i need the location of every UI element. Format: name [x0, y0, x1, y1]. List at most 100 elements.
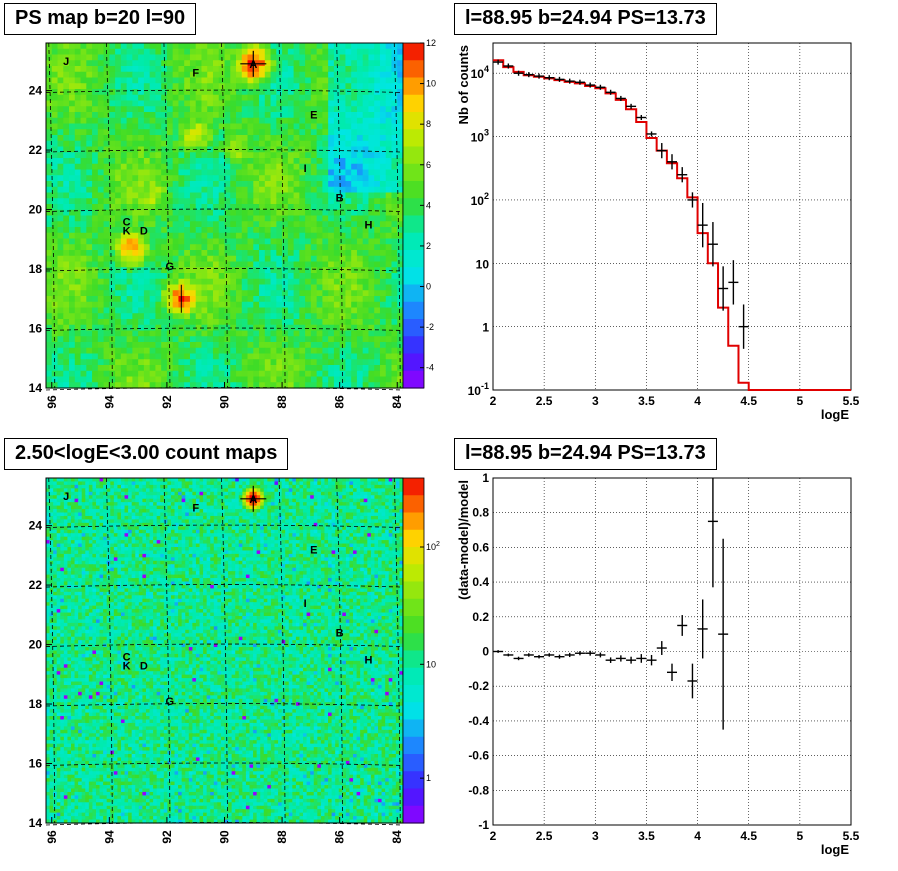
- x-tick-label: 88: [275, 830, 289, 844]
- y-tick-label: 1: [482, 321, 489, 335]
- x-tick-label: 92: [160, 395, 174, 409]
- data-point: [513, 70, 524, 76]
- x-axis-label: logE: [821, 407, 849, 422]
- residual-point: [605, 657, 616, 663]
- y-tick-label: 24: [29, 84, 43, 98]
- y-tick-label: -0.2: [468, 679, 489, 693]
- colorbar-tick: 6: [426, 160, 431, 170]
- ps-map: 96949290888684141618202224AFJEIBHCKDG121…: [29, 38, 436, 409]
- residual-point: [534, 654, 545, 659]
- x-tick-label: 90: [218, 830, 232, 844]
- source-label-E: E: [310, 109, 317, 121]
- colorbar-tick: 1: [426, 773, 431, 783]
- y-tick-label: 0.2: [472, 610, 489, 624]
- residual-point: [687, 663, 698, 699]
- residual-point: [493, 650, 504, 653]
- source-label-D: D: [140, 225, 148, 237]
- source-label-C: C: [123, 651, 131, 663]
- y-axis-label: Nb of counts: [456, 45, 471, 124]
- source-label-B: B: [336, 193, 344, 205]
- data-point: [523, 72, 534, 78]
- data-point: [738, 304, 749, 349]
- x-tick-label: 86: [333, 830, 347, 844]
- x-tick-label: 94: [102, 395, 116, 409]
- y-tick-label: -1: [478, 818, 489, 832]
- residual-title: l=88.95 b=24.94 PS=13.73: [454, 438, 717, 470]
- grid-lines: [492, 43, 852, 391]
- data-point: [574, 79, 585, 85]
- x-tick-label: 84: [390, 830, 404, 844]
- y-tick-label: 0.4: [472, 575, 489, 589]
- residual-point: [564, 652, 575, 658]
- x-tick-label: 3.5: [638, 829, 655, 843]
- source-label-E: E: [310, 544, 317, 556]
- data-point: [667, 154, 677, 170]
- residual-point: [718, 538, 729, 730]
- y-tick-label: -0.6: [468, 749, 489, 763]
- x-tick-label: 96: [45, 830, 59, 844]
- plot-frame: [492, 42, 852, 391]
- data-point: [585, 82, 596, 88]
- ps-map-title: PS map b=20 l=90: [4, 3, 197, 35]
- colorbar: 12 10 8 6 4 2 0 -2 -4: [402, 38, 436, 389]
- y-tick-label: 20: [29, 203, 43, 217]
- data-point: [615, 95, 626, 101]
- data-point: [626, 103, 637, 109]
- x-tick-label: 3: [592, 829, 599, 843]
- data-point: [534, 73, 545, 79]
- y-tick-label: 103: [471, 128, 489, 145]
- data-point: [564, 78, 575, 84]
- x-tick-label: 4: [694, 829, 701, 843]
- colorbar-tick: 0: [426, 282, 431, 292]
- data-point: [677, 167, 688, 183]
- residual-point: [585, 650, 596, 656]
- colorbar-tick: 4: [426, 200, 431, 210]
- x-tick-label: 2: [490, 829, 497, 843]
- colorbar-tick: 10: [426, 79, 436, 89]
- source-label-I: I: [304, 598, 307, 610]
- y-tick-label: 18: [29, 697, 43, 711]
- residual-point: [554, 654, 565, 659]
- y-tick-label: 24: [29, 519, 43, 533]
- y-tick-label: 1: [482, 471, 489, 485]
- y-tick-label: 0.6: [472, 540, 489, 554]
- source-label-B: B: [336, 628, 344, 640]
- spectrum-title: l=88.95 b=24.94 PS=13.73: [454, 3, 717, 35]
- x-tick-label: 96: [45, 395, 59, 409]
- source-label-J: J: [63, 56, 69, 68]
- x-tick-label: 5.5: [843, 829, 860, 843]
- y-tick-label: 16: [29, 322, 43, 336]
- data-point: [554, 76, 565, 82]
- residual-point: [656, 641, 667, 655]
- y-tick-label: 10-1: [468, 381, 489, 398]
- x-tick-label: 84: [390, 395, 404, 409]
- x-tick-label: 4: [694, 394, 701, 408]
- source-label-I: I: [304, 163, 307, 175]
- residual-point: [646, 654, 657, 666]
- residual-point: [503, 653, 514, 657]
- source-label-C: C: [123, 216, 131, 228]
- residual-point: [697, 599, 708, 659]
- y-tick-label: 22: [29, 143, 43, 157]
- residual-point: [707, 478, 718, 588]
- data-point: [503, 63, 514, 69]
- source-label-H: H: [364, 219, 372, 231]
- x-tick-label: 4.5: [740, 394, 757, 408]
- x-tick-label: 5: [797, 394, 804, 408]
- x-tick-label: 3: [592, 394, 599, 408]
- data-point: [687, 192, 698, 208]
- residual-point: [626, 656, 637, 664]
- data-point: [707, 222, 718, 267]
- x-tick-label: 2: [490, 394, 497, 408]
- residual-point: [677, 615, 688, 636]
- y-tick-label: 10: [476, 257, 490, 271]
- x-tick-label: 86: [333, 395, 347, 409]
- residual-point: [513, 656, 524, 661]
- data-point: [595, 84, 606, 90]
- data-point: [646, 131, 657, 137]
- colorbar-tick: 10: [426, 659, 436, 669]
- x-tick-label: 90: [218, 395, 232, 409]
- data-point: [605, 89, 616, 95]
- data-point: [728, 260, 739, 305]
- source-label-G: G: [166, 696, 175, 708]
